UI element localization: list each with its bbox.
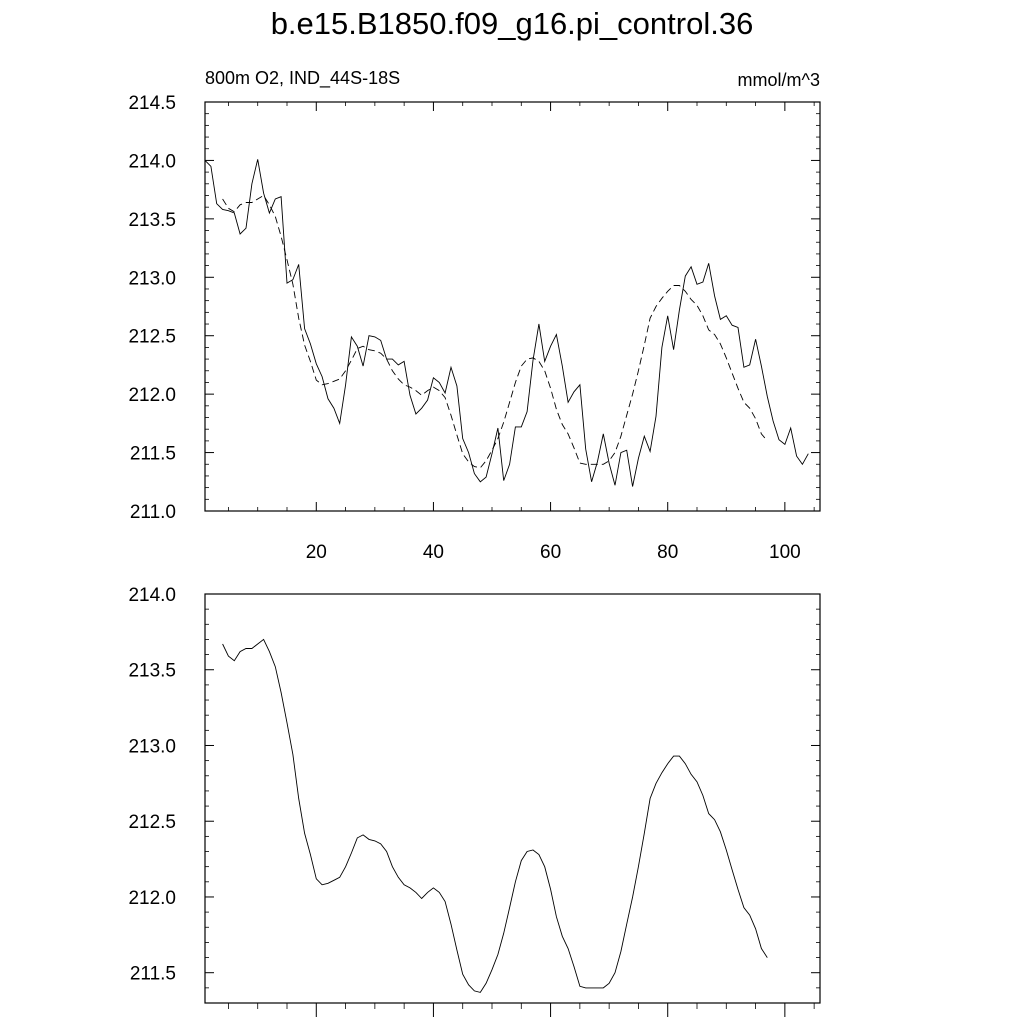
chart-0-y-tick-label: 213.0 bbox=[128, 268, 176, 289]
chart-0-x-tick-label: 60 bbox=[540, 542, 561, 563]
chart-0-x-tick-label: 100 bbox=[769, 542, 801, 563]
chart-0-y-tick-label: 214.5 bbox=[128, 93, 176, 114]
top-chart-subtitle-left: 800m O2, IND_44S-18S bbox=[205, 68, 400, 89]
chart-0-y-tick-label: 213.5 bbox=[128, 210, 176, 231]
chart-0-series-line bbox=[204, 159, 809, 487]
chart-0-y-tick-label: 212.0 bbox=[128, 385, 176, 406]
chart-0-plot-frame bbox=[204, 101, 821, 512]
chart-0-x-tick-label: 20 bbox=[306, 542, 327, 563]
chart-1-y-tick-label: 211.5 bbox=[130, 964, 176, 985]
chart-1-y-tick-label: 213.5 bbox=[128, 661, 176, 682]
chart-1-plot-frame bbox=[204, 593, 821, 1004]
chart-0-x-tick-label: 80 bbox=[657, 542, 678, 563]
chart-0-series-smoothed-line bbox=[222, 194, 768, 469]
bottom-chart: 211.5 212.0 212.5 213.0 213.5 214.0 bbox=[128, 585, 821, 1017]
chart-0-y-tick-label: 214.0 bbox=[128, 151, 176, 172]
chart-0-y-tick-label: 211.5 bbox=[130, 444, 176, 465]
chart-0-x-tick-label: 40 bbox=[423, 542, 444, 563]
chart-1-y-tick-label: 213.0 bbox=[128, 736, 176, 757]
chart-0-y-tick-label: 212.5 bbox=[128, 327, 176, 348]
chart-1-y-tick-label: 212.0 bbox=[128, 888, 176, 909]
chart-1-series-line bbox=[222, 638, 768, 993]
chart-0-y-tick-label: 211.0 bbox=[130, 502, 176, 523]
page-title: b.e15.B1850.f09_g16.pi_control.36 bbox=[270, 6, 754, 41]
top-chart-subtitle-right: mmol/m^3 bbox=[738, 70, 820, 90]
top-chart: 211.0 211.5 212.0 212.5 213.0 213.5 214.0 214.5… bbox=[128, 93, 821, 563]
chart-1-y-tick-label: 212.5 bbox=[128, 812, 176, 833]
chart-1-y-tick-label: 214.0 bbox=[128, 585, 176, 606]
